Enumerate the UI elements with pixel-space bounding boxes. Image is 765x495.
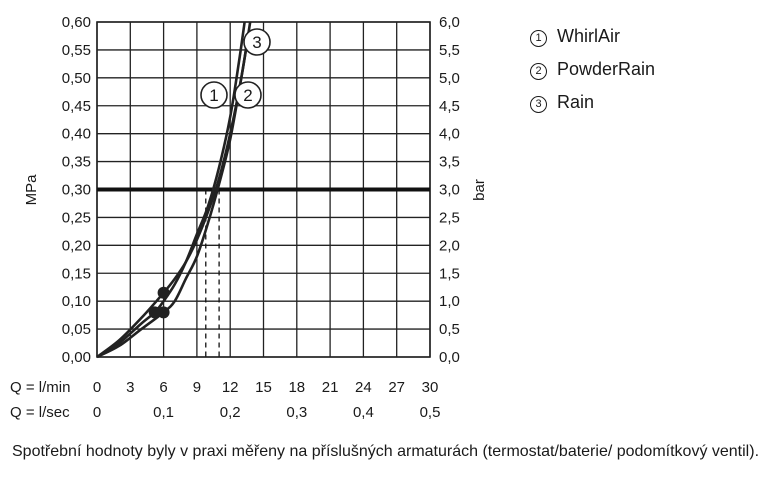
x-tick-lmin: 15 <box>255 379 272 396</box>
y-tick-right: 2,5 <box>439 209 460 226</box>
curve-marker-ring-2 <box>234 81 262 109</box>
y-tick-left: 0,00 <box>62 349 91 366</box>
y-axis-label-right: bar <box>471 179 488 201</box>
x-axis-label-lsec: Q = l/sec <box>10 404 70 421</box>
x-tick-lsec: 0,1 <box>153 404 174 421</box>
x-tick-lmin: 24 <box>355 379 372 396</box>
x-tick-lsec: 0,4 <box>353 404 374 421</box>
x-tick-lmin: 6 <box>159 379 167 396</box>
operating-points <box>148 286 170 319</box>
y-tick-right: 1,5 <box>439 265 460 282</box>
circled-number-3: 3 <box>530 96 547 113</box>
y-tick-right: 0,5 <box>439 321 460 338</box>
y-tick-right: 1,0 <box>439 293 460 310</box>
x-tick-lsec: 0,3 <box>286 404 307 421</box>
y-tick-left: 0,25 <box>62 209 91 226</box>
y-tick-left: 0,60 <box>62 14 91 31</box>
y-tick-right: 6,0 <box>439 14 460 31</box>
y-tick-left: 0,20 <box>62 237 91 254</box>
curves <box>96 21 252 359</box>
curve-rain <box>96 21 252 359</box>
curve-markers: 1 2 3 <box>200 28 271 109</box>
x-tick-lsec: 0 <box>93 404 101 421</box>
legend-label: PowderRain <box>557 59 656 79</box>
y-tick-left: 0,50 <box>62 70 91 87</box>
caption: Spotřební hodnoty byly v praxi měřeny na… <box>12 443 760 460</box>
y-tick-right: 5,5 <box>439 42 460 59</box>
y-tick-left: 0,10 <box>62 293 91 310</box>
x-tick-lmin: 21 <box>322 379 339 396</box>
x-tick-lmin: 9 <box>193 379 201 396</box>
circled-number-1: 1 <box>530 30 547 47</box>
x-tick-lmin: 30 <box>422 379 439 396</box>
y-tick-right: 2,0 <box>439 237 460 254</box>
y-tick-left: 0,30 <box>62 182 91 199</box>
curve-marker-1: 1 <box>209 86 218 105</box>
legend-item-whirlair: 1 WhirlAir <box>530 20 655 53</box>
y-tick-right: 4,0 <box>439 126 460 143</box>
y-tick-right: 0,0 <box>439 349 460 366</box>
curve-marker-ring-1 <box>200 81 228 109</box>
y-tick-left: 0,40 <box>62 126 91 143</box>
legend-item-rain: 3 Rain <box>530 86 655 119</box>
point-whirlair <box>148 306 161 319</box>
legend-label: Rain <box>557 92 595 112</box>
y-tick-left: 0,15 <box>62 265 91 282</box>
x-tick-lmin: 3 <box>126 379 134 396</box>
x-tick-lmin: 27 <box>388 379 405 396</box>
x-axis-label-lmin: Q = l/min <box>10 379 70 396</box>
y-tick-left: 0,05 <box>62 321 91 338</box>
x-tick-lsec: 0,2 <box>220 404 241 421</box>
y-tick-right: 3,5 <box>439 154 460 171</box>
tick-labels: 0,000,050,100,150,200,250,300,350,400,45… <box>62 14 460 421</box>
point-powderrain <box>157 306 170 319</box>
legend-label: WhirlAir <box>557 26 620 46</box>
y-axis-label-left: MPa <box>23 174 40 206</box>
y-tick-right: 4,5 <box>439 98 460 115</box>
curve-marker-2: 2 <box>243 86 252 105</box>
y-tick-right: 3,0 <box>439 182 460 199</box>
x-tick-lmin: 12 <box>222 379 239 396</box>
x-tick-lmin: 0 <box>93 379 101 396</box>
y-tick-left: 0,35 <box>62 154 91 171</box>
pressure-flow-chart: 1 23 0,000,050,100,150,200,250,300,350,40… <box>10 14 488 421</box>
x-tick-lmin: 18 <box>288 379 305 396</box>
legend-item-powderrain: 2 PowderRain <box>530 53 655 86</box>
curve-marker-ring-3 <box>243 28 271 56</box>
point-rain <box>157 286 170 299</box>
y-tick-right: 5,0 <box>439 70 460 87</box>
legend: 1 WhirlAir 2 PowderRain 3 Rain <box>530 20 655 119</box>
circled-number-2: 2 <box>530 63 547 80</box>
x-tick-lsec: 0,5 <box>420 404 441 421</box>
y-tick-left: 0,45 <box>62 98 91 115</box>
curve-marker-3: 3 <box>252 33 261 52</box>
y-tick-left: 0,55 <box>62 42 91 59</box>
